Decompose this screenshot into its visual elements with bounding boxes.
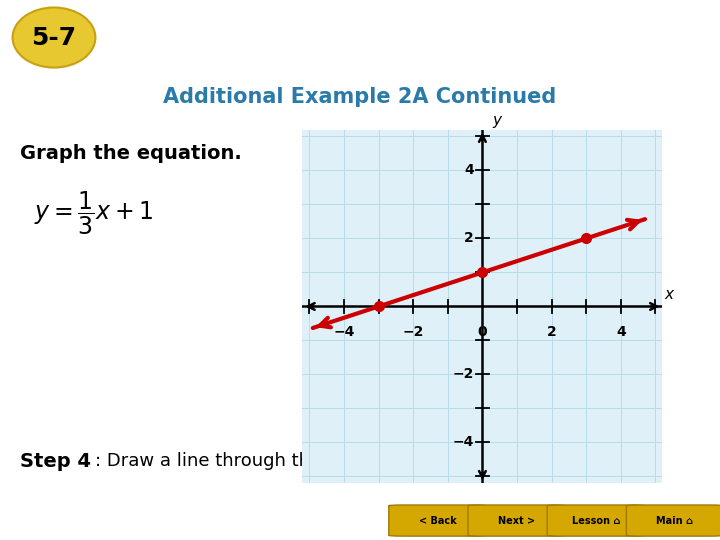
FancyBboxPatch shape (626, 505, 720, 536)
Text: Slope-Intercept Form: Slope-Intercept Form (126, 23, 490, 52)
Text: 0: 0 (477, 325, 487, 339)
Text: Main ⌂: Main ⌂ (657, 516, 693, 525)
Text: Next >: Next > (498, 516, 535, 525)
Text: < Back: < Back (418, 516, 456, 525)
Text: −4: −4 (452, 435, 474, 449)
Text: −2: −2 (402, 325, 424, 339)
Text: −2: −2 (452, 367, 474, 381)
Text: 2: 2 (464, 232, 474, 246)
Text: 2: 2 (546, 325, 557, 339)
Text: −4: −4 (333, 325, 355, 339)
FancyBboxPatch shape (468, 505, 565, 536)
Text: 4: 4 (616, 325, 626, 339)
Text: x: x (664, 287, 673, 302)
Text: 4: 4 (464, 164, 474, 178)
FancyBboxPatch shape (389, 505, 486, 536)
Text: : Draw a line through the points.: : Draw a line through the points. (95, 452, 388, 470)
Text: y: y (492, 113, 502, 128)
FancyBboxPatch shape (547, 505, 644, 536)
Text: Additional Example 2A Continued: Additional Example 2A Continued (163, 87, 557, 107)
Text: © HOLT McDOUGAL, All Rights Reserved: © HOLT McDOUGAL, All Rights Reserved (14, 516, 197, 525)
Text: Graph the equation.: Graph the equation. (20, 144, 242, 163)
Text: Step 4: Step 4 (20, 451, 91, 471)
Text: Lesson ⌂: Lesson ⌂ (572, 516, 620, 525)
Ellipse shape (13, 8, 95, 68)
Text: 5-7: 5-7 (32, 25, 76, 50)
Text: $y = \dfrac{1}{3}x + 1$: $y = \dfrac{1}{3}x + 1$ (34, 190, 153, 237)
